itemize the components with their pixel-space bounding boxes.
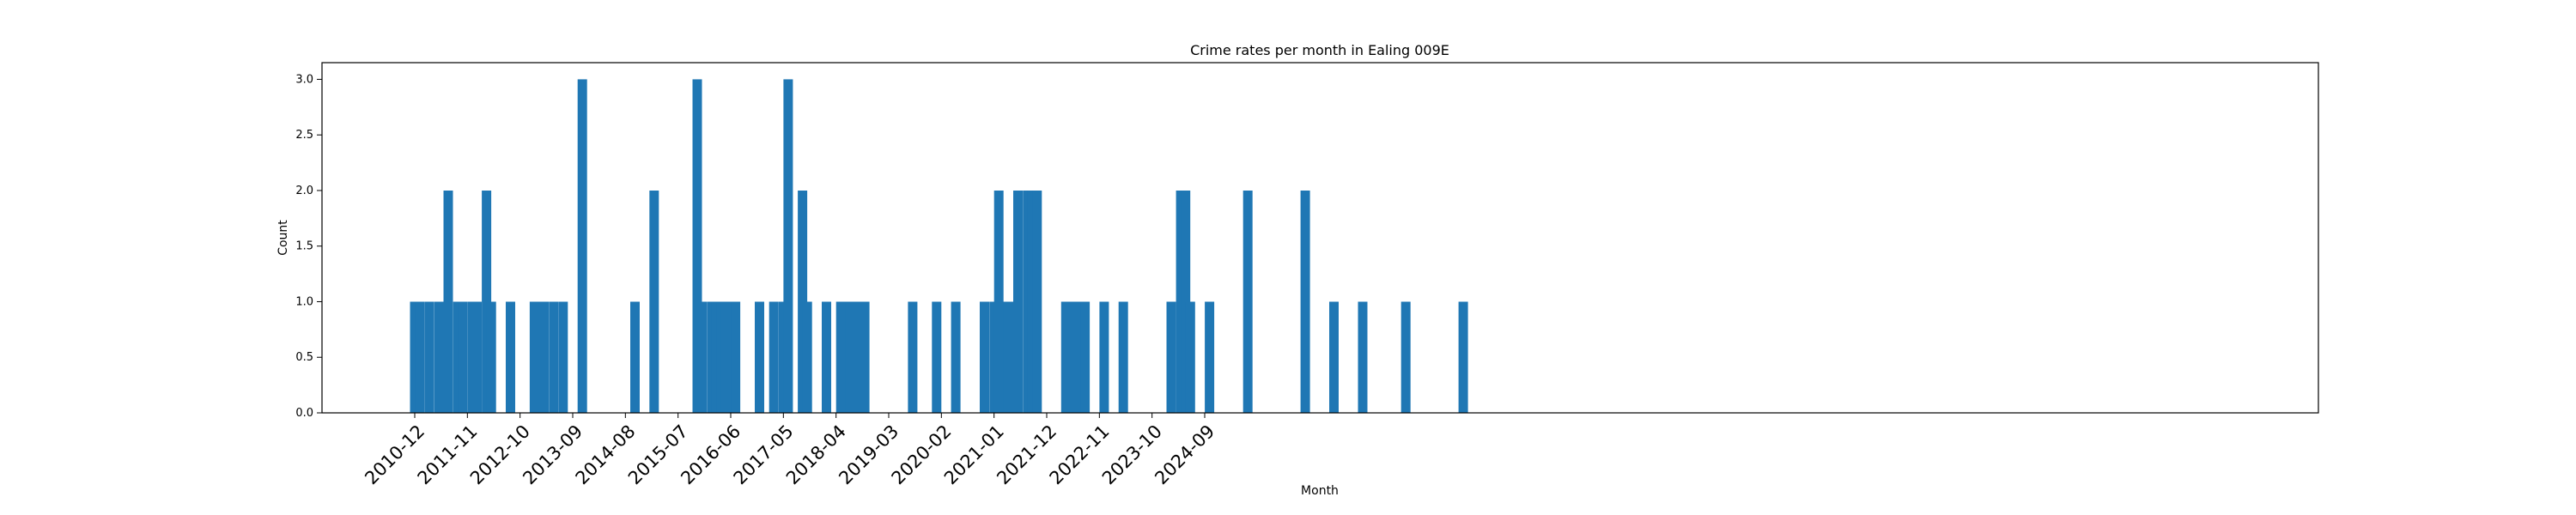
- bar-2012-03: [482, 191, 492, 413]
- bar-2020-11: [980, 301, 989, 413]
- bar-2011-12: [467, 301, 477, 413]
- bar-2017-09: [798, 191, 808, 413]
- bar-2024-06: [1185, 301, 1195, 413]
- y-tick-label: 1.5: [295, 240, 313, 253]
- bar-2016-05: [720, 301, 731, 413]
- bar-2012-08: [506, 301, 515, 413]
- bar-2015-11: [692, 79, 702, 414]
- bar-2025-06: [1242, 191, 1253, 413]
- bar-2024-04: [1176, 191, 1186, 413]
- bar-2016-07: [731, 301, 741, 413]
- bar-2022-05: [1066, 301, 1076, 413]
- bar-2020-01: [932, 301, 942, 413]
- y-axis: 0.0 0.5 1.0 1.5 2.0 2.5 3.0: [295, 73, 322, 420]
- bar-2022-08: [1080, 301, 1091, 413]
- bar-2014-10: [630, 301, 640, 413]
- bar-2017-00: [755, 301, 764, 413]
- plot-frame: [321, 62, 2319, 414]
- bar-2021-02: [993, 191, 1004, 413]
- bar-2020-05: [951, 301, 961, 413]
- bar-2018-02: [822, 301, 831, 413]
- bar-2022-12: [1099, 301, 1109, 413]
- bar-2011-03: [424, 301, 434, 413]
- bar-2015-02: [649, 191, 659, 413]
- bar-2013-05: [549, 301, 559, 413]
- bar-2013-03: [539, 301, 549, 413]
- bar-2021-08: [1023, 191, 1033, 413]
- bar-2011-09: [453, 301, 463, 413]
- bar-2016-02: [707, 301, 717, 413]
- bar-2026-12: [1329, 301, 1339, 413]
- chart-title: Crime rates per month in Ealing 009E: [1190, 42, 1449, 58]
- bar-2018-05: [835, 301, 846, 413]
- bar-2017-10: [802, 301, 812, 413]
- bar-2021-10: [1032, 191, 1042, 413]
- bar-2022-07: [1075, 301, 1085, 413]
- bar-2024-05: [1181, 191, 1191, 413]
- bar-2012-04: [486, 301, 496, 413]
- y-tick-label: 0.0: [295, 407, 313, 420]
- bar-2016-04: [716, 301, 726, 413]
- bar-2024-10: [1205, 301, 1215, 413]
- y-axis-label: Count: [276, 220, 290, 256]
- bar-2021-04: [1003, 301, 1013, 413]
- bar-2018-07: [845, 301, 855, 413]
- bar-2018-06: [841, 301, 851, 413]
- bar-2021-06: [1013, 191, 1023, 413]
- bar-2011-10: [458, 301, 468, 413]
- y-tick-label: 2.5: [295, 129, 313, 142]
- x-axis: 2010-122011-112012-102013-092014-082015-…: [361, 413, 1218, 488]
- bar-2011-05: [434, 301, 444, 413]
- bar-2023-04: [1118, 301, 1128, 413]
- bar-2019-08: [908, 301, 918, 413]
- x-axis-label: Month: [1301, 484, 1339, 498]
- bar-2017-03: [769, 301, 779, 413]
- y-tick-label: 2.0: [295, 185, 313, 197]
- bar-2015-12: [697, 301, 707, 413]
- bar-2024-02: [1166, 301, 1176, 413]
- bar-2011-07: [443, 191, 453, 413]
- bar-2013-01: [529, 301, 539, 413]
- bar-2010-12: [410, 301, 420, 413]
- bar-2013-07: [558, 301, 568, 413]
- bar-2028-03: [1400, 301, 1411, 413]
- bar-2011-01: [415, 301, 425, 413]
- plot-area: [410, 79, 1468, 414]
- bar-2022-04: [1060, 301, 1071, 413]
- bar-2021-03: [999, 301, 1009, 413]
- y-tick-label: 1.0: [295, 295, 313, 308]
- y-tick-label: 0.5: [295, 351, 313, 364]
- y-tick-label: 3.0: [295, 73, 313, 86]
- bar-2026-06: [1300, 191, 1310, 413]
- bar-2029-03: [1458, 301, 1468, 413]
- bar-2017-06: [783, 79, 793, 414]
- bar-2018-10: [860, 301, 870, 413]
- bar-2012-01: [472, 301, 482, 413]
- bar-2027-06: [1358, 301, 1368, 413]
- bar-2016-06: [726, 301, 736, 413]
- bar-2017-05: [778, 301, 788, 413]
- bar-2013-11: [577, 79, 587, 414]
- bar-2018-09: [855, 301, 865, 413]
